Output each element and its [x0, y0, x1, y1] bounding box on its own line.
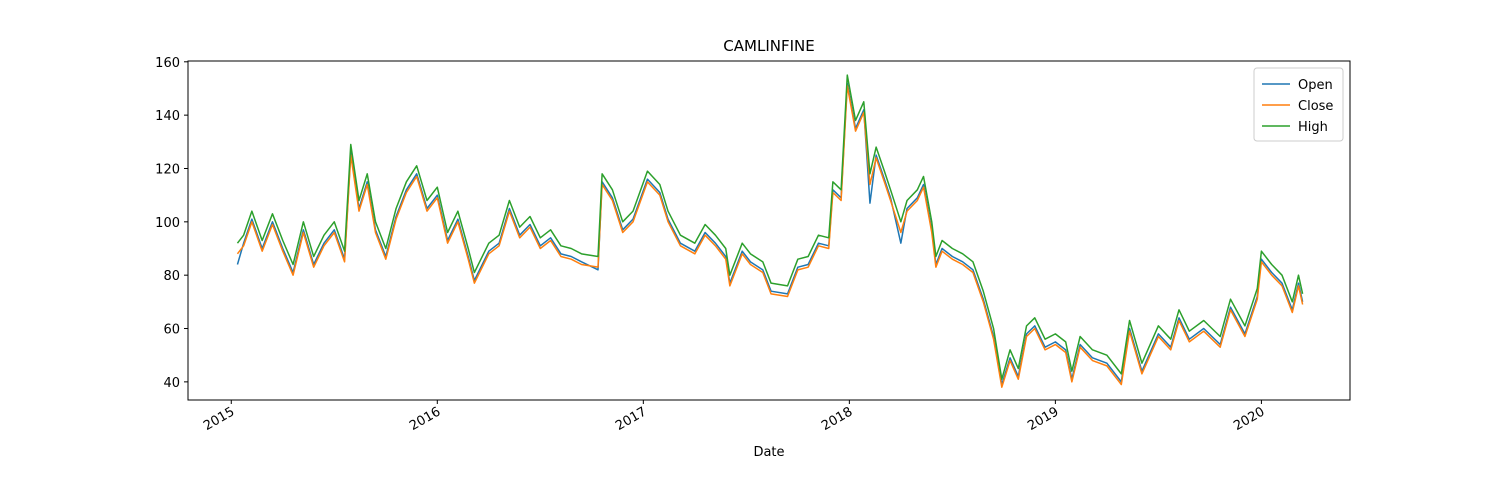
- line-series: [236, 85, 1304, 388]
- legend-box: [1253, 67, 1344, 142]
- y-tick-label: 80: [163, 269, 180, 284]
- y-tick-label: 140: [155, 109, 180, 124]
- line-series: [236, 74, 1304, 380]
- y-tick-label: 120: [155, 162, 180, 177]
- x-axis-label: Date: [753, 445, 784, 460]
- chart-title: CAMLINFINE: [723, 37, 814, 55]
- y-tick-label: 160: [155, 56, 180, 71]
- y-tick-label: 60: [163, 323, 180, 338]
- y-tick-label: 100: [155, 216, 180, 231]
- legend-label: Close: [1298, 99, 1333, 114]
- legend-label: Open: [1298, 78, 1333, 93]
- legend-label: High: [1298, 120, 1328, 135]
- y-tick-label: 40: [163, 376, 180, 391]
- line-series: [236, 82, 1304, 386]
- axes-frame: [187, 60, 1351, 401]
